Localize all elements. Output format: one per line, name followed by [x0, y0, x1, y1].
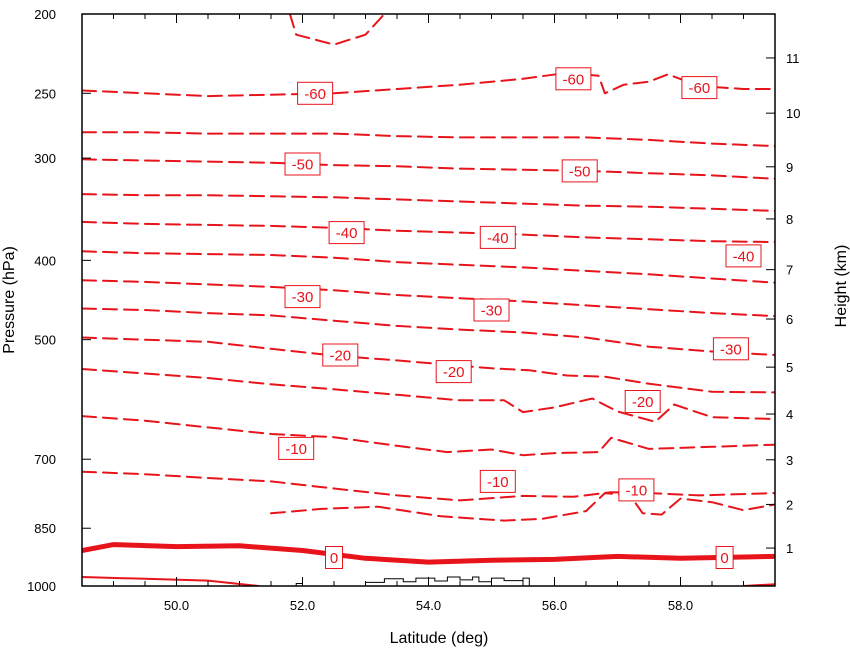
contour-label-10: -30 — [720, 341, 742, 358]
contour-line-7 — [82, 336, 775, 394]
contour-line-11 — [82, 220, 775, 244]
contour-labels: -60 -60 -60 -50 -50 -40 -40 -40 -30 -30 -30 -20 -20 -… — [278, 67, 762, 569]
contour-line-9 — [82, 279, 775, 318]
height-tick-label-1: 2 — [786, 497, 793, 512]
terrain-outline — [295, 576, 530, 586]
contour-label-box-11 — [322, 343, 359, 367]
contour-label-box-14 — [278, 436, 315, 460]
contour-line-13 — [82, 158, 775, 180]
contour-label-2: -60 — [689, 80, 711, 97]
height-tick-label-5: 6 — [786, 312, 793, 327]
x-tick-label-3: 56.0 — [542, 598, 567, 613]
contour-label-box-5 — [328, 221, 365, 245]
height-tick-label-0: 1 — [786, 541, 793, 556]
contour-line-6 — [82, 368, 775, 423]
contour-lines — [82, 14, 775, 586]
contour-label-9: -30 — [481, 303, 503, 320]
left-y-axis-ticks: 200 250 300 400 500 700 850 1000 — [27, 7, 91, 594]
contour-label-box-6 — [479, 225, 516, 249]
contour-label-12: -20 — [443, 364, 465, 381]
right-y-axis-title: Height (km) — [833, 245, 850, 328]
contour-label-box-12 — [435, 360, 472, 384]
x-tick-label-0: 50.0 — [164, 598, 189, 613]
contour-label-box-16 — [618, 478, 655, 502]
height-tick-label-3: 4 — [786, 407, 793, 422]
contour-label-3: -50 — [292, 157, 314, 174]
pressure-tick-label-2: 300 — [34, 151, 56, 166]
contour-line-8 — [82, 307, 775, 356]
pressure-tick-label-3: 400 — [34, 253, 56, 268]
contour-label-box-15 — [479, 469, 516, 493]
contour-line-14 — [82, 131, 775, 148]
x-axis-title: Latitude (deg) — [390, 630, 489, 647]
contour-label-17: 0 — [330, 550, 338, 567]
contour-label-box-9 — [473, 298, 510, 322]
pressure-tick-label-4: 500 — [34, 333, 56, 348]
contour-line-12 — [82, 193, 775, 212]
contour-label-box-18 — [715, 546, 734, 569]
height-tick-label-6: 7 — [786, 263, 793, 278]
contour-label-5: -40 — [336, 225, 358, 242]
pressure-tick-label-7: 1000 — [27, 579, 56, 594]
contour-label-box-1 — [555, 67, 592, 91]
contour-label-box-10 — [712, 337, 749, 361]
height-tick-label-2: 3 — [786, 453, 793, 468]
x-tick-label-2: 54.0 — [416, 598, 441, 613]
contour-line-4 — [82, 470, 775, 502]
contour-label-1: -60 — [563, 71, 585, 88]
x-tick-label-1: 52.0 — [290, 598, 315, 613]
x-axis-ticks: 50.0 52.0 54.0 56.0 58.0 — [81, 14, 776, 613]
contour-label-13: -20 — [632, 394, 654, 411]
contour-line-16 — [288, 14, 386, 46]
contour-label-box-8 — [284, 285, 321, 309]
contour-label-box-17 — [325, 546, 343, 569]
terrain-block-0 — [365, 576, 530, 586]
contour-label-box-2 — [681, 76, 718, 100]
contour-label-18: 0 — [720, 550, 728, 567]
contour-line-15 — [82, 71, 775, 98]
left-y-axis-title: Pressure (hPa) — [1, 246, 18, 354]
contour-label-7: -40 — [733, 248, 755, 265]
x-tick-label-4: 58.0 — [668, 598, 693, 613]
contour-label-15: -10 — [487, 474, 509, 491]
contour-line-3 — [270, 492, 775, 522]
height-tick-label-7: 8 — [786, 212, 793, 227]
contour-label-box-0 — [297, 81, 334, 105]
pressure-tick-label-1: 250 — [34, 86, 56, 101]
plot-frame — [81, 13, 776, 587]
contour-label-16: -10 — [626, 482, 648, 499]
contour-label-box-4 — [561, 159, 598, 183]
contour-label-14: -10 — [285, 441, 307, 458]
contour-label-0: -60 — [304, 86, 326, 103]
contour-line-5 — [82, 415, 775, 457]
contour-line-1 — [82, 576, 260, 586]
pressure-tick-label-5: 700 — [34, 452, 56, 467]
height-tick-label-9: 10 — [786, 106, 800, 121]
contour-label-box-13 — [624, 390, 661, 413]
contour-label-8: -30 — [292, 289, 314, 306]
height-tick-label-4: 5 — [786, 360, 793, 375]
right-y-axis-ticks: 1 2 3 4 5 6 7 8 9 10 11 — [766, 51, 800, 556]
contour-line-0 — [82, 542, 775, 565]
contour-label-6: -40 — [487, 230, 509, 247]
contour-label-4: -50 — [569, 163, 591, 180]
contour-label-box-7 — [725, 244, 762, 268]
contour-line-10 — [82, 250, 775, 284]
height-tick-label-8: 9 — [786, 160, 793, 175]
height-tick-label-10: 11 — [786, 51, 800, 66]
contour-label-box-3 — [284, 152, 321, 176]
pressure-tick-label-6: 850 — [34, 521, 56, 536]
contour-label-11: -20 — [329, 348, 351, 365]
pressure-tick-label-0: 200 — [34, 7, 56, 22]
